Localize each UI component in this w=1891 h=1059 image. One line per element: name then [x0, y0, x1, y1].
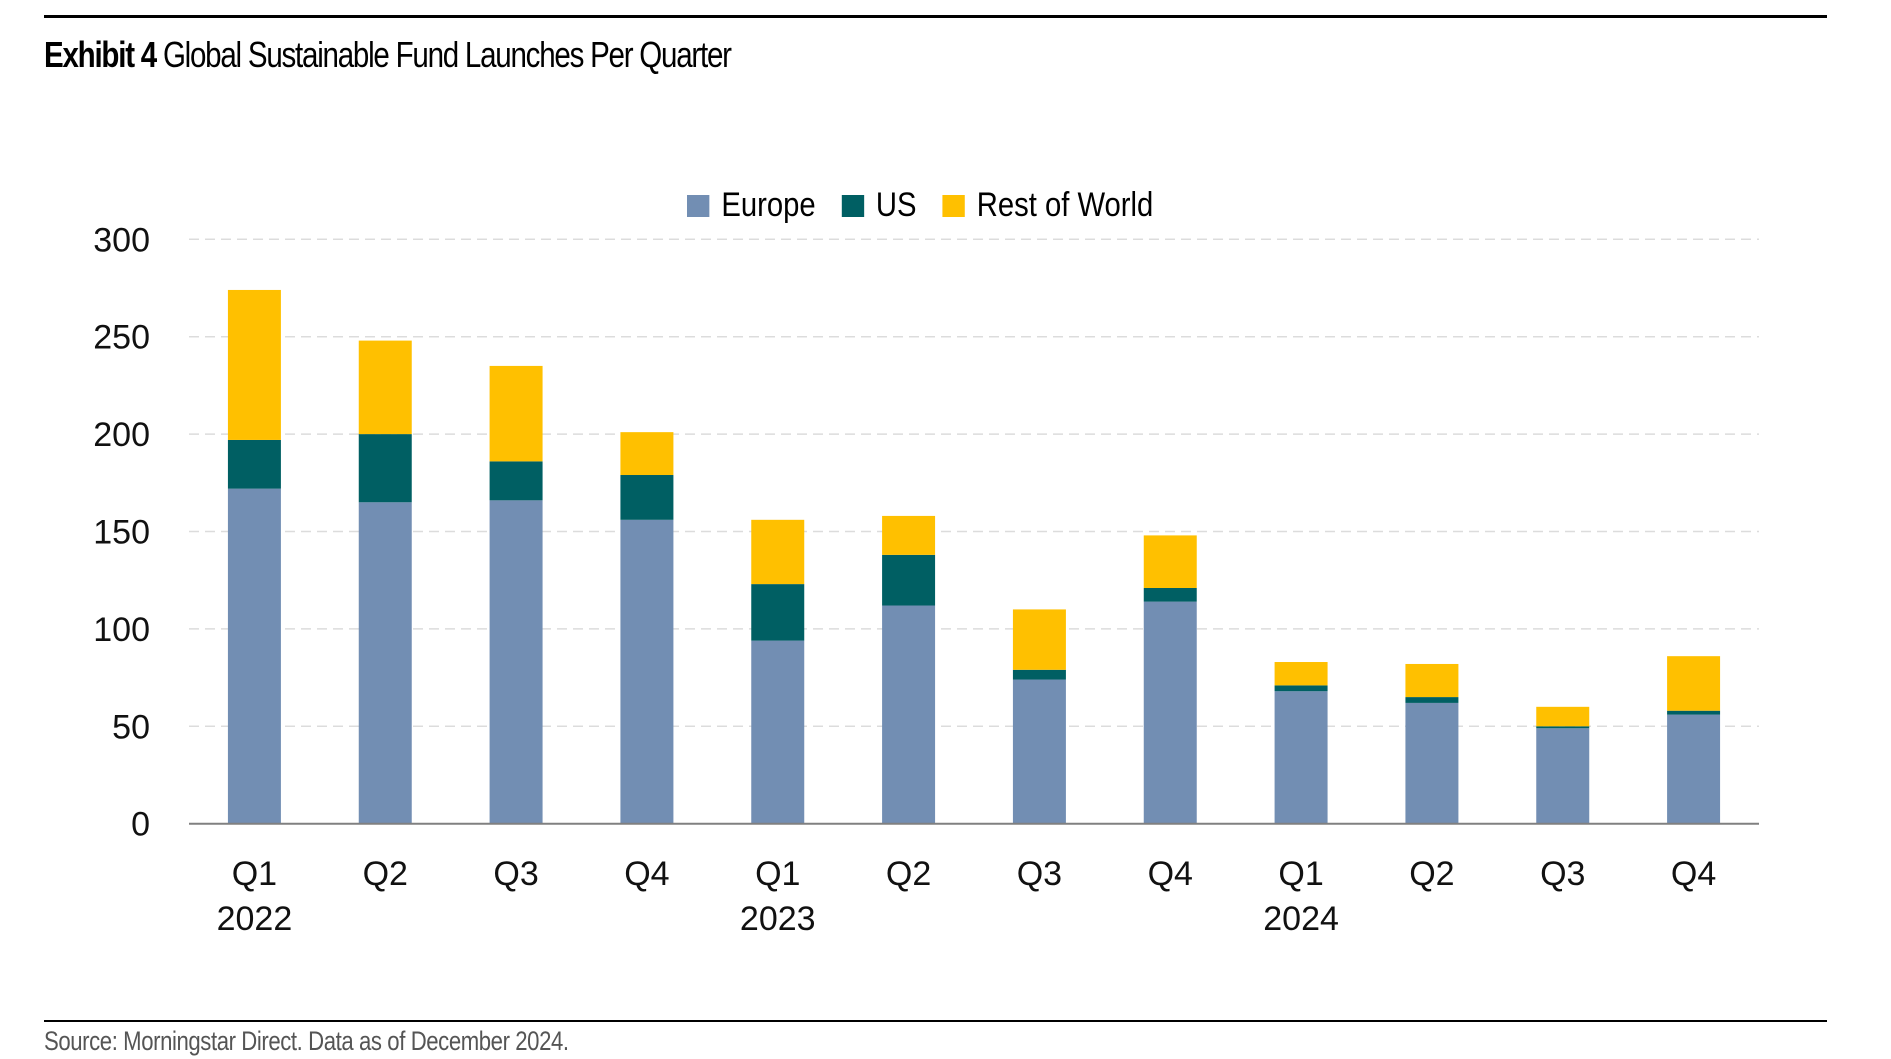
bar-segment-rest-of-world	[882, 515, 936, 555]
bar-segment-europe	[489, 500, 543, 824]
bar-segment-europe	[358, 502, 412, 824]
x-tick-label-quarter: Q3	[493, 855, 538, 893]
legend-item-us: US	[841, 186, 917, 225]
x-tick-label-quarter: Q4	[624, 855, 669, 893]
bar-segment-rest-of-world	[1536, 706, 1590, 727]
bar-stack	[620, 432, 674, 824]
bar-stack	[1143, 535, 1197, 824]
bar-segment-us	[1274, 685, 1328, 692]
top-rule	[44, 15, 1827, 18]
bar-segment-us	[489, 461, 543, 501]
x-tick-label-quarter: Q4	[1671, 855, 1716, 893]
bar-segment-europe	[882, 605, 936, 824]
legend-label-europe: Europe	[721, 186, 816, 224]
bar-stack	[1274, 662, 1328, 824]
bar-stack	[1405, 663, 1459, 824]
x-tick-label-year: 2022	[217, 900, 293, 938]
bar-stack	[358, 340, 412, 824]
bar-stack	[489, 365, 543, 824]
bar-segment-europe	[227, 488, 281, 824]
y-tick-label: 50	[112, 708, 150, 746]
bar-stack	[1667, 656, 1721, 824]
x-axis-ticks: Q1 2022 Q2 Q3 Q4 Q1 2023 Q2 Q3 Q4 Q1 2024 Q2 Q3 Q4	[217, 855, 1717, 938]
x-tick-label-year: 2024	[1263, 900, 1339, 938]
bar-segment-us	[1667, 710, 1721, 715]
bar-segment-europe	[1012, 679, 1066, 824]
bar-segment-us	[227, 439, 281, 489]
bar-segment-rest-of-world	[1274, 662, 1328, 686]
y-tick-label: 200	[93, 416, 150, 454]
y-tick-label: 100	[93, 611, 150, 649]
bar-stack	[1536, 706, 1590, 824]
bar-segment-rest-of-world	[1143, 535, 1197, 588]
bar-segment-europe	[1274, 691, 1328, 824]
bar-segment-rest-of-world	[1405, 663, 1459, 698]
x-tick-label-quarter: Q2	[363, 855, 408, 893]
bar-segment-rest-of-world	[489, 365, 543, 462]
legend-item-europe: Europe	[687, 186, 816, 225]
bar-stack	[227, 289, 281, 824]
y-tick-label: 250	[93, 319, 150, 357]
bar-segment-europe	[1405, 702, 1459, 824]
bar-segment-us	[358, 434, 412, 503]
bar-segment-rest-of-world	[227, 289, 281, 440]
bar-segment-europe	[1667, 714, 1721, 824]
bar-segment-europe	[620, 519, 674, 824]
bars	[227, 289, 1721, 824]
legend-label-us: US	[875, 186, 917, 224]
bar-segment-us	[1012, 669, 1066, 680]
x-tick-label-quarter: Q3	[1540, 855, 1585, 893]
bar-stack	[1012, 609, 1066, 824]
x-tick-label-year: 2023	[740, 900, 816, 938]
legend-label-rest-of-world: Rest of World	[976, 186, 1154, 224]
y-tick-label: 0	[131, 806, 150, 844]
x-tick-label-quarter: Q1	[232, 855, 277, 893]
x-tick-label-quarter: Q2	[886, 855, 931, 893]
bar-segment-rest-of-world	[1667, 656, 1721, 711]
legend: Europe US Rest of World	[687, 186, 1179, 225]
bar-segment-europe	[1143, 601, 1197, 824]
bar-segment-europe	[1536, 728, 1590, 824]
x-tick-label-quarter: Q2	[1409, 855, 1454, 893]
bottom-rule	[44, 1020, 1827, 1022]
bar-segment-rest-of-world	[358, 340, 412, 435]
y-tick-label: 150	[93, 514, 150, 552]
bar-segment-rest-of-world	[620, 432, 674, 476]
gridlines	[189, 238, 1759, 728]
legend-swatch-europe	[687, 194, 710, 217]
chart-title: Exhibit 4 Global Sustainable Fund Launch…	[44, 34, 732, 76]
exhibit-label: Exhibit 4	[44, 34, 157, 75]
bar-segment-us	[1405, 697, 1459, 703]
bar-segment-us	[751, 584, 805, 641]
x-tick-label-quarter: Q3	[1017, 855, 1062, 893]
bar-segment-europe	[751, 640, 805, 824]
y-tick-label: 300	[93, 221, 150, 259]
bar-segment-us	[1536, 726, 1590, 729]
bar-segment-rest-of-world	[1012, 609, 1066, 670]
bar-segment-us	[882, 554, 936, 606]
bar-segment-us	[620, 475, 674, 520]
bar-stack	[751, 519, 805, 824]
x-tick-label-quarter: Q1	[755, 855, 800, 893]
legend-swatch-us	[841, 194, 864, 217]
bar-stack	[882, 515, 936, 824]
bar-segment-us	[1143, 587, 1197, 602]
legend-item-rest-of-world: Rest of World	[942, 186, 1153, 225]
bar-segment-rest-of-world	[751, 519, 805, 585]
x-tick-label-quarter: Q4	[1148, 855, 1193, 893]
x-tick-label-quarter: Q1	[1278, 855, 1323, 893]
y-axis-ticks: 0 50 100 150 200 250 300	[93, 221, 150, 843]
source-note: Source: Morningstar Direct. Data as of D…	[44, 1026, 569, 1056]
legend-swatch-rest-of-world	[942, 194, 965, 217]
title-text: Global Sustainable Fund Launches Per Qua…	[162, 34, 732, 75]
